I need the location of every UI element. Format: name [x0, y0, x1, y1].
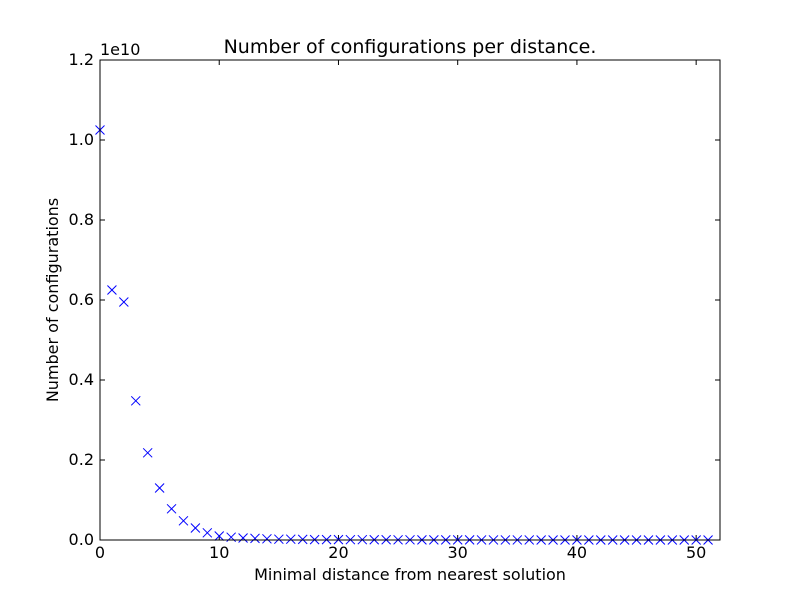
data-point: [107, 285, 117, 295]
data-point: [154, 483, 165, 493]
y-tick-label: 0.0: [69, 530, 94, 549]
y-offset-label: 1e10: [100, 40, 140, 59]
data-point: [214, 531, 225, 541]
data-point: [285, 534, 296, 545]
data-point: [202, 527, 213, 538]
plot-frame: [99, 59, 721, 541]
data-point: [178, 515, 189, 526]
data-point: [238, 533, 248, 543]
data-point: [273, 534, 284, 545]
y-tick-label: 1.0: [69, 130, 94, 149]
data-point: [130, 395, 141, 406]
x-tick-label: 20: [328, 543, 348, 562]
y-tick-label: 0.2: [69, 450, 94, 469]
data-point: [297, 534, 308, 545]
x-tick-label: 40: [567, 543, 587, 562]
y-tick-label: 1.2: [69, 50, 94, 69]
y-axis-title: Number of configurations: [43, 198, 62, 402]
data-point: [262, 533, 272, 544]
x-tick-label: 0: [95, 543, 105, 562]
data-point: [190, 523, 201, 533]
ticks-group: 0 10 20 30 40 50 0.0 0.2 0.4 0.6 0.8 1.0 1.2: [69, 50, 720, 562]
y-tick-label: 0.6: [69, 290, 94, 309]
plot-area: [100, 60, 720, 540]
data-point: [142, 447, 153, 458]
x-axis-title: Minimal distance from nearest solution: [254, 565, 566, 584]
x-tick-label: 50: [686, 543, 706, 562]
data-point: [250, 533, 260, 544]
chart-title: Number of configurations per distance.: [224, 36, 597, 58]
y-tick-label: 0.4: [69, 370, 94, 389]
data-point: [118, 297, 129, 307]
x-tick-label: 10: [209, 543, 229, 562]
y-tick-label: 0.8: [69, 210, 94, 229]
x-tick-label: 30: [448, 543, 468, 562]
data-point: [166, 503, 177, 514]
